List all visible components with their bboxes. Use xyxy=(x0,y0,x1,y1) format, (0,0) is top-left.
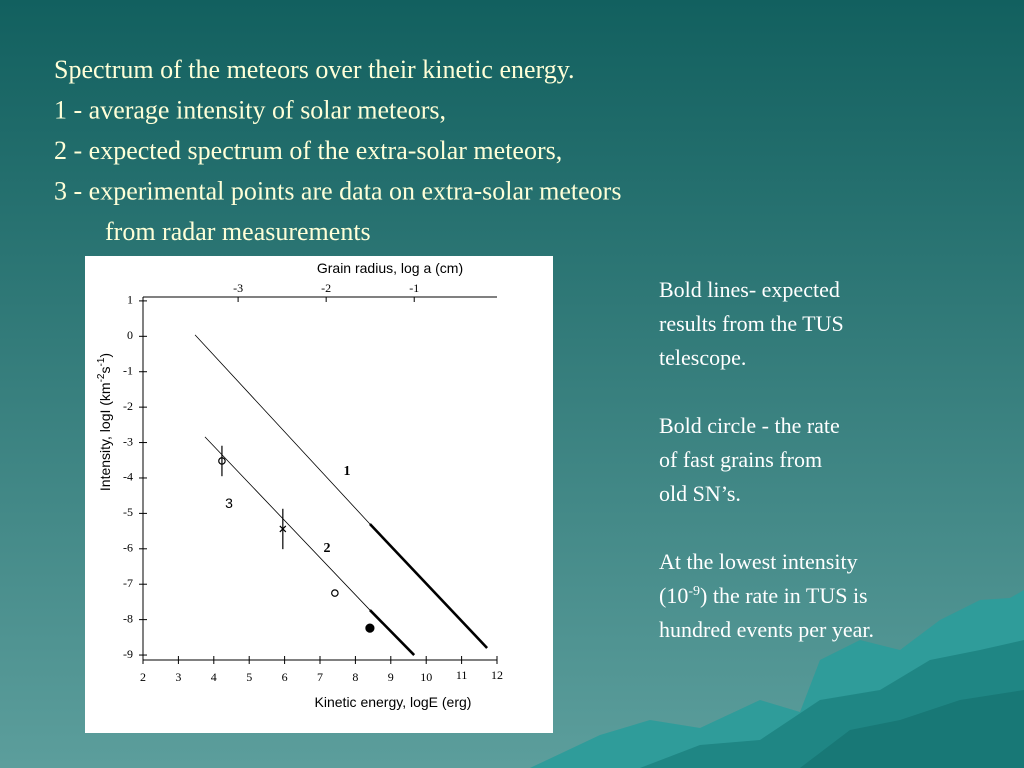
point xyxy=(279,525,287,533)
title-line: 3 - experimental points are data on extr… xyxy=(54,177,621,206)
x-tick-label: 6 xyxy=(282,670,288,684)
side-line: hundred events per year. xyxy=(659,617,874,642)
x-tick-label: 12 xyxy=(491,668,503,682)
side-line: telescope. xyxy=(659,345,746,370)
y-tick-label: -2 xyxy=(123,399,133,413)
line-segment xyxy=(204,436,371,611)
series-label: 3 xyxy=(225,495,233,511)
title-line: from radar measurements xyxy=(105,217,371,246)
x-tick-label: 10 xyxy=(420,670,432,684)
text-part: s xyxy=(97,367,113,374)
x2-tick-label: -2 xyxy=(321,281,331,295)
y-tick-label: -7 xyxy=(123,576,133,590)
y-tick-label: -6 xyxy=(123,541,133,555)
y-tick-label: -3 xyxy=(123,434,133,448)
title-line: 2 - expected spectrum of the extra-solar… xyxy=(54,136,562,165)
x-tick-label: 8 xyxy=(352,670,358,684)
y-tick-label: -4 xyxy=(123,470,133,484)
side-line: old SN’s. xyxy=(659,481,741,506)
point xyxy=(365,623,375,633)
x2-tick-label: -3 xyxy=(233,281,243,295)
x2-axis-title: Grain radius, log a (cm) xyxy=(317,260,463,276)
point xyxy=(218,457,226,465)
side-line: of fast grains from xyxy=(659,447,822,472)
chart-area xyxy=(85,256,553,733)
point xyxy=(331,589,339,597)
series-label: 1 xyxy=(344,464,351,479)
y-tick-label: -1 xyxy=(123,363,133,377)
title-line: Spectrum of the meteors over their kinet… xyxy=(54,55,575,84)
line-segment xyxy=(194,334,371,525)
x-tick-label: 2 xyxy=(140,670,146,684)
side-line: results from the TUS xyxy=(659,311,844,336)
side-line: Bold circle - the rate xyxy=(659,413,840,438)
side-line: (10-9) the rate in TUS is xyxy=(659,583,868,608)
line-segment xyxy=(368,609,416,656)
x-tick-label: 4 xyxy=(211,670,217,684)
text-part: Intensity, logI (km xyxy=(97,382,113,491)
text-part: ) xyxy=(97,353,113,358)
y-axis-title: Intensity, logI (km-2s-1) xyxy=(96,353,113,491)
y-tick-label: -9 xyxy=(123,647,133,661)
y-tick-label: -8 xyxy=(123,611,133,625)
superscript: -1 xyxy=(96,357,107,366)
icebergs xyxy=(530,590,1024,768)
line-segment xyxy=(368,523,489,649)
x-tick-label: 11 xyxy=(456,668,468,682)
text-part: (10 xyxy=(659,583,688,608)
side-line: Bold lines- expected xyxy=(659,277,840,302)
y-tick-label: -5 xyxy=(123,505,133,519)
x-axis-title: Kinetic energy, logE (erg) xyxy=(315,694,472,710)
superscript: -2 xyxy=(96,373,107,382)
x-tick-label: 3 xyxy=(175,670,181,684)
series-label: 2 xyxy=(324,541,331,556)
x-tick-label: 7 xyxy=(317,670,323,684)
y-tick-label: 1 xyxy=(127,293,133,307)
title-line: 1 - average intensity of solar meteors, xyxy=(54,96,446,125)
x2-tick-label: -1 xyxy=(409,281,419,295)
x-tick-label: 5 xyxy=(246,670,252,684)
x-tick-label: 9 xyxy=(388,670,394,684)
text-part: ) the rate in TUS is xyxy=(700,583,868,608)
side-line: At the lowest intensity xyxy=(659,549,858,574)
superscript: -9 xyxy=(688,584,700,599)
y-tick-label: 0 xyxy=(127,328,133,342)
